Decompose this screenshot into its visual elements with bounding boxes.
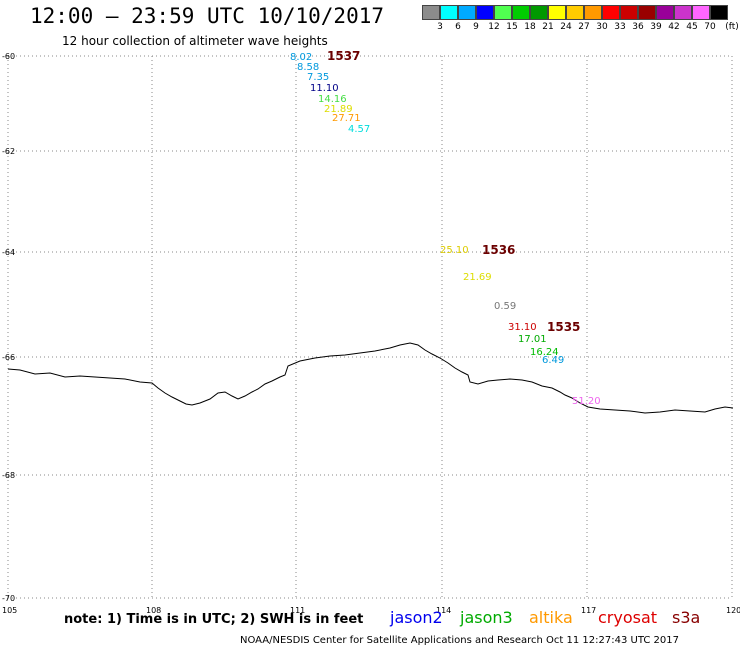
colorbar-label: 6 — [455, 22, 461, 32]
page-subtitle: 12 hour collection of altimeter wave hei… — [62, 34, 328, 48]
swh-value-label: 11.10 — [310, 83, 339, 94]
footer-note: note: 1) Time is in UTC; 2) SWH is in fe… — [64, 612, 364, 627]
satellite-legend-cryosat: cryosat — [598, 608, 658, 627]
latitude-tick-label: -68 — [2, 471, 15, 480]
colorbar-label: 70 — [704, 22, 716, 32]
satellite-legend-jason2: jason2 — [390, 608, 443, 627]
swh-value-label: 16.24 — [530, 347, 559, 358]
swh-value-label: 7.35 — [307, 72, 329, 83]
satellite-legend-s3a: s3a — [672, 608, 701, 627]
colorbar-swatch — [494, 5, 512, 20]
longitude-ticks: 105 108 111 114 117 120 — [2, 606, 740, 615]
swh-value-label: 14.16 — [318, 94, 347, 105]
colorbar-label: 15 — [506, 22, 518, 32]
orbit-time-label: 1536 — [482, 243, 515, 257]
colorbar-swatch — [440, 5, 458, 20]
colorbar-label: 21 — [542, 22, 554, 32]
colorbar-swatch — [458, 5, 476, 20]
satellite-legend-altika: altika — [529, 608, 573, 627]
swh-value-label: 17.01 — [518, 334, 547, 345]
swh-value-label: 31.10 — [508, 322, 537, 333]
colorbar-swatch — [422, 5, 440, 20]
longitude-tick-label: 105 — [2, 606, 17, 615]
colorbar-label: 24 — [560, 22, 572, 32]
colorbar-label: 39 — [650, 22, 662, 32]
longitude-tick-label: 114 — [436, 606, 451, 615]
swh-value-label: 0.59 — [494, 301, 516, 312]
swh-value-label: 4.57 — [348, 124, 370, 135]
latitude-tick-label: -60 — [2, 52, 15, 61]
colorbar-swatch — [602, 5, 620, 20]
orbit-time-label: 1535 — [547, 320, 580, 334]
colorbar-swatch — [620, 5, 638, 20]
swh-value-label: 6.49 — [542, 355, 564, 366]
longitude-tick-label: 111 — [290, 606, 305, 615]
latitude-tick-label: -66 — [2, 353, 15, 362]
map-grid — [7, 55, 733, 599]
colorbar-swatch — [638, 5, 656, 20]
longitude-tick-label: 108 — [146, 606, 161, 615]
colorbar-label: 33 — [614, 22, 626, 32]
colorbar-swatch — [476, 5, 494, 20]
colorbar-swatch — [512, 5, 530, 20]
swh-value-label: 51.20 — [572, 396, 601, 407]
swh-value-label: 21.69 — [463, 272, 492, 283]
latitude-tick-label: -64 — [2, 248, 15, 257]
colorbar-label: 36 — [632, 22, 644, 32]
swh-value-label: 27.71 — [332, 113, 361, 124]
latitude-tick-label: -62 — [2, 147, 15, 156]
swh-value-label: 8.02 — [290, 52, 312, 63]
colorbar-label: 9 — [473, 22, 479, 32]
latitude-tick-label: -70 — [2, 594, 15, 603]
swh-value-label: 21.89 — [324, 104, 353, 115]
orbit-time-label: 1537 — [327, 49, 360, 63]
colorbar-label: 30 — [596, 22, 608, 32]
satellite-legend-jason3: jason3 — [460, 608, 513, 627]
colorbar-swatch — [692, 5, 710, 20]
longitude-tick-label: 120 — [726, 606, 740, 615]
colorbar-label: 42 — [668, 22, 680, 32]
colorbar-label: 12 — [488, 22, 500, 32]
page-title: 12:00 – 23:59 UTC 10/10/2017 — [30, 4, 385, 28]
wave-height-colorbar — [422, 5, 728, 20]
orbit-time-labels: 1537 1536 1535 — [327, 49, 580, 334]
latitude-ticks: -60 -62 -64 -66 -68 -70 — [2, 52, 15, 603]
footer-credit: NOAA/NESDIS Center for Satellite Applica… — [240, 635, 679, 646]
colorbar-swatch — [584, 5, 602, 20]
antarctic-coastline — [7, 342, 734, 414]
swh-value-label: 8.58 — [297, 62, 319, 73]
colorbar-label: 27 — [578, 22, 590, 32]
colorbar-label: 45 — [686, 22, 698, 32]
swh-value-label: 25.10 — [440, 245, 469, 256]
colorbar-swatch — [548, 5, 566, 20]
colorbar-swatch — [530, 5, 548, 20]
colorbar-swatch — [710, 5, 728, 20]
longitude-tick-label: 117 — [581, 606, 596, 615]
colorbar-swatch — [674, 5, 692, 20]
colorbar-label: 18 — [524, 22, 536, 32]
colorbar-swatch — [656, 5, 674, 20]
colorbar-swatch — [566, 5, 584, 20]
colorbar-label: 3 — [437, 22, 443, 32]
colorbar-label: (ft) — [725, 22, 739, 32]
